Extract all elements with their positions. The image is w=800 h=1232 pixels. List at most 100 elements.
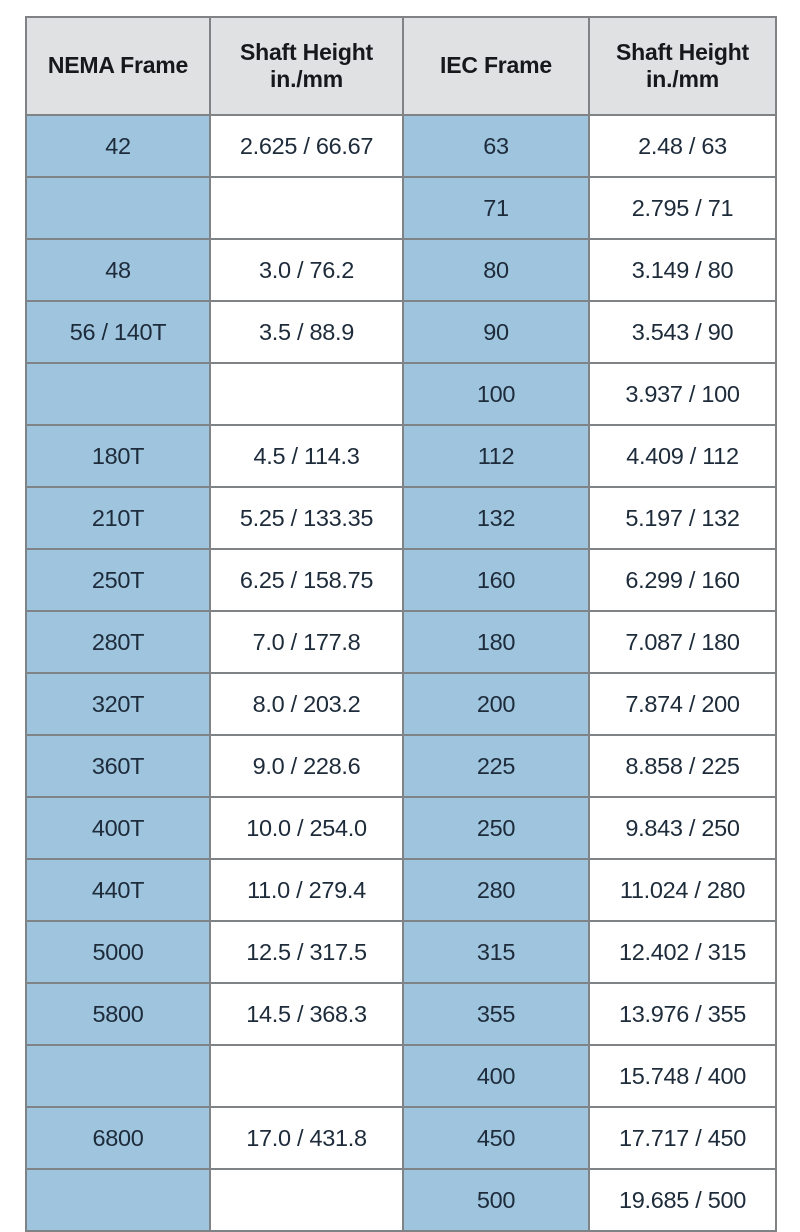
table-row: 56 / 140T 3.5 / 88.9 90 3.543 / 90 (25, 300, 777, 364)
cell-nema-frame: 320T (25, 672, 211, 736)
header-row: NEMA Frame Shaft Height in./mm IEC Frame… (25, 16, 777, 116)
cell-nema-frame: 5800 (25, 982, 211, 1046)
cell-iec-frame: 80 (402, 238, 590, 302)
column-header-iec-shaft-height-line1: Shaft Height (615, 38, 750, 65)
cell-nema-frame: 56 / 140T (25, 300, 211, 364)
cell-iec-shaft-height: 8.858 / 225 (588, 734, 777, 798)
cell-iec-shaft-height: 15.748 / 400 (588, 1044, 777, 1108)
cell-iec-frame: 132 (402, 486, 590, 550)
cell-iec-frame: 250 (402, 796, 590, 860)
column-header-iec-frame-line1: IEC Frame (440, 52, 552, 79)
table-row: 5000 12.5 / 317.5 315 12.402 / 315 (25, 920, 777, 984)
cell-nema-frame: 440T (25, 858, 211, 922)
column-header-nema-shaft-height-line1: Shaft Height (239, 38, 374, 65)
frame-comparison-table-container: NEMA Frame Shaft Height in./mm IEC Frame… (25, 16, 777, 1232)
cell-iec-frame: 355 (402, 982, 590, 1046)
cell-nema-shaft-height (209, 1044, 404, 1108)
cell-nema-shaft-height: 5.25 / 133.35 (209, 486, 404, 550)
table-row: 400T 10.0 / 254.0 250 9.843 / 250 (25, 796, 777, 860)
table-row: 440T 11.0 / 279.4 280 11.024 / 280 (25, 858, 777, 922)
table-row: 360T 9.0 / 228.6 225 8.858 / 225 (25, 734, 777, 798)
column-header-iec-shaft-height-line2: in./mm (646, 66, 719, 92)
table-row: 320T 8.0 / 203.2 200 7.874 / 200 (25, 672, 777, 736)
column-header-nema-frame: NEMA Frame (25, 16, 211, 116)
cell-nema-frame: 6800 (25, 1106, 211, 1170)
cell-nema-shaft-height: 10.0 / 254.0 (209, 796, 404, 860)
cell-nema-shaft-height: 2.625 / 66.67 (209, 114, 404, 178)
column-header-nema-shaft-height-line2: in./mm (270, 66, 343, 92)
cell-iec-frame: 112 (402, 424, 590, 488)
cell-iec-frame: 500 (402, 1168, 590, 1232)
cell-nema-frame: 48 (25, 238, 211, 302)
table-header: NEMA Frame Shaft Height in./mm IEC Frame… (25, 16, 777, 116)
cell-nema-shaft-height: 3.5 / 88.9 (209, 300, 404, 364)
cell-iec-shaft-height: 9.843 / 250 (588, 796, 777, 860)
cell-nema-shaft-height: 6.25 / 158.75 (209, 548, 404, 612)
table-row: 71 2.795 / 71 (25, 176, 777, 240)
cell-nema-shaft-height: 4.5 / 114.3 (209, 424, 404, 488)
cell-iec-shaft-height: 17.717 / 450 (588, 1106, 777, 1170)
cell-iec-frame: 160 (402, 548, 590, 612)
cell-iec-frame: 450 (402, 1106, 590, 1170)
cell-nema-frame (25, 1168, 211, 1232)
cell-nema-frame: 210T (25, 486, 211, 550)
cell-iec-shaft-height: 7.087 / 180 (588, 610, 777, 674)
table-row: 6800 17.0 / 431.8 450 17.717 / 450 (25, 1106, 777, 1170)
cell-nema-shaft-height (209, 176, 404, 240)
cell-nema-frame: 180T (25, 424, 211, 488)
cell-nema-frame: 5000 (25, 920, 211, 984)
cell-iec-shaft-height: 11.024 / 280 (588, 858, 777, 922)
cell-iec-frame: 63 (402, 114, 590, 178)
cell-iec-frame: 400 (402, 1044, 590, 1108)
cell-nema-shaft-height: 9.0 / 228.6 (209, 734, 404, 798)
cell-nema-shaft-height: 14.5 / 368.3 (209, 982, 404, 1046)
cell-iec-frame: 200 (402, 672, 590, 736)
cell-iec-frame: 280 (402, 858, 590, 922)
cell-nema-shaft-height (209, 362, 404, 426)
table-row: 280T 7.0 / 177.8 180 7.087 / 180 (25, 610, 777, 674)
cell-nema-frame (25, 1044, 211, 1108)
table-row: 42 2.625 / 66.67 63 2.48 / 63 (25, 114, 777, 178)
cell-nema-frame: 250T (25, 548, 211, 612)
table-row: 180T 4.5 / 114.3 112 4.409 / 112 (25, 424, 777, 488)
cell-iec-shaft-height: 3.149 / 80 (588, 238, 777, 302)
cell-nema-frame: 280T (25, 610, 211, 674)
column-header-iec-shaft-height: Shaft Height in./mm (588, 16, 777, 116)
cell-nema-frame (25, 176, 211, 240)
column-header-nema-shaft-height: Shaft Height in./mm (209, 16, 404, 116)
cell-nema-shaft-height: 17.0 / 431.8 (209, 1106, 404, 1170)
cell-iec-shaft-height: 4.409 / 112 (588, 424, 777, 488)
cell-nema-frame: 360T (25, 734, 211, 798)
cell-nema-shaft-height (209, 1168, 404, 1232)
cell-iec-frame: 180 (402, 610, 590, 674)
cell-iec-shaft-height: 12.402 / 315 (588, 920, 777, 984)
cell-nema-frame: 400T (25, 796, 211, 860)
table-row: 250T 6.25 / 158.75 160 6.299 / 160 (25, 548, 777, 612)
cell-iec-frame: 100 (402, 362, 590, 426)
cell-nema-shaft-height: 12.5 / 317.5 (209, 920, 404, 984)
table-row: 5800 14.5 / 368.3 355 13.976 / 355 (25, 982, 777, 1046)
cell-nema-shaft-height: 8.0 / 203.2 (209, 672, 404, 736)
cell-iec-shaft-height: 7.874 / 200 (588, 672, 777, 736)
cell-iec-shaft-height: 13.976 / 355 (588, 982, 777, 1046)
cell-iec-shaft-height: 2.795 / 71 (588, 176, 777, 240)
cell-iec-shaft-height: 5.197 / 132 (588, 486, 777, 550)
cell-iec-shaft-height: 2.48 / 63 (588, 114, 777, 178)
cell-nema-shaft-height: 11.0 / 279.4 (209, 858, 404, 922)
table-row: 100 3.937 / 100 (25, 362, 777, 426)
column-header-iec-frame: IEC Frame (402, 16, 590, 116)
cell-iec-frame: 90 (402, 300, 590, 364)
column-header-nema-frame-line1: NEMA Frame (47, 52, 189, 79)
cell-nema-shaft-height: 7.0 / 177.8 (209, 610, 404, 674)
cell-iec-frame: 315 (402, 920, 590, 984)
table-row: 400 15.748 / 400 (25, 1044, 777, 1108)
table-body: 42 2.625 / 66.67 63 2.48 / 63 71 2.795 / 71 48… (25, 114, 777, 1232)
cell-iec-frame: 225 (402, 734, 590, 798)
cell-nema-shaft-height: 3.0 / 76.2 (209, 238, 404, 302)
cell-iec-shaft-height: 6.299 / 160 (588, 548, 777, 612)
table-row: 500 19.685 / 500 (25, 1168, 777, 1232)
cell-nema-frame (25, 362, 211, 426)
frame-comparison-table: NEMA Frame Shaft Height in./mm IEC Frame… (25, 16, 777, 1232)
cell-iec-shaft-height: 19.685 / 500 (588, 1168, 777, 1232)
table-row: 210T 5.25 / 133.35 132 5.197 / 132 (25, 486, 777, 550)
